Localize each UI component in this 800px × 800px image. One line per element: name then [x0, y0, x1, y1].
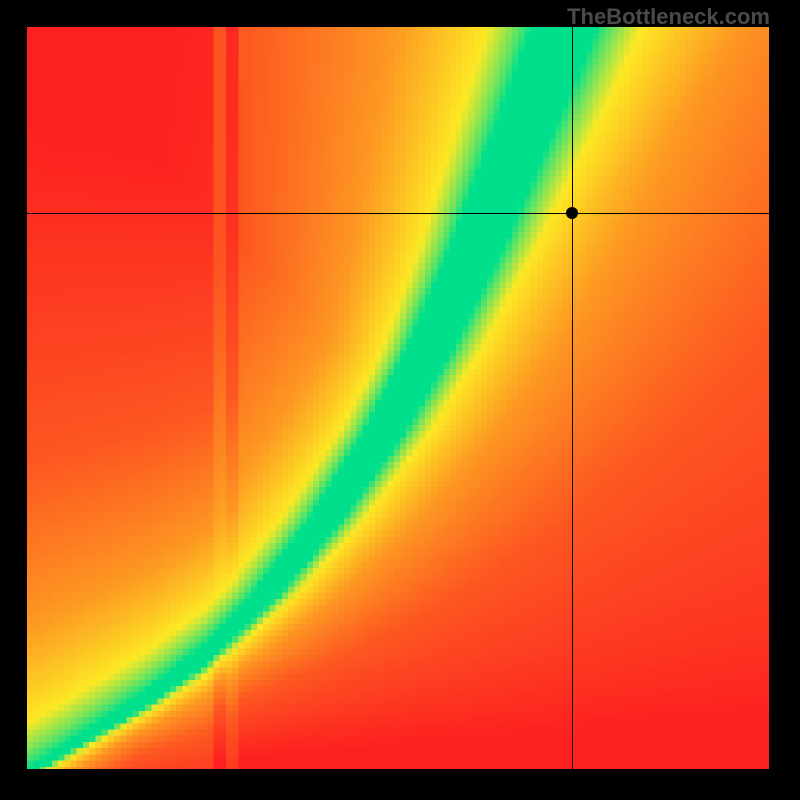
bottleneck-heatmap — [27, 27, 773, 773]
crosshair-horizontal — [27, 213, 773, 214]
selection-marker-dot — [566, 207, 578, 219]
watermark-text: TheBottleneck.com — [567, 4, 770, 30]
heatmap-canvas — [27, 27, 773, 773]
crosshair-vertical — [572, 27, 573, 773]
